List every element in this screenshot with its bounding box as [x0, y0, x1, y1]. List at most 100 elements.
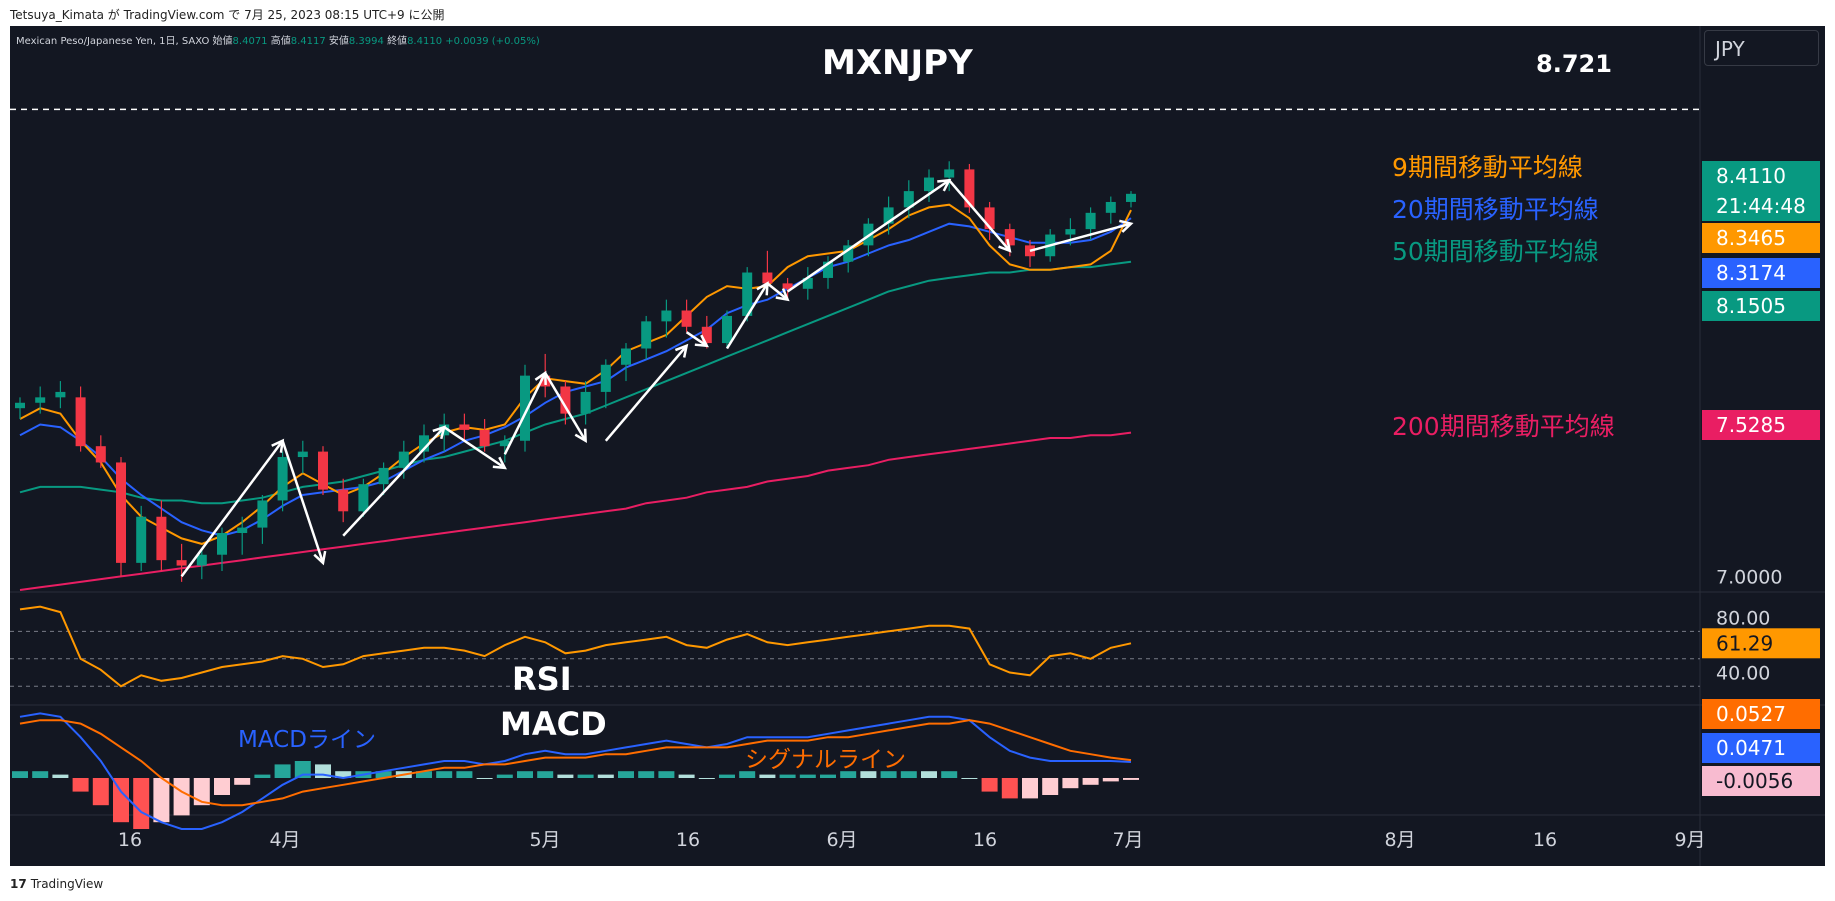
- candle: [419, 435, 429, 452]
- candle: [520, 375, 530, 441]
- macd-histogram-bar: [1123, 778, 1139, 780]
- macd-value-text: -0.0056: [1716, 769, 1793, 793]
- candle: [116, 462, 126, 563]
- chart-title: MXNJPY: [822, 43, 973, 83]
- trend-arrow: [725, 282, 769, 350]
- currency-selector[interactable]: JPY: [1704, 30, 1819, 66]
- trend-arrow-head: [492, 456, 507, 470]
- candle: [1065, 229, 1076, 235]
- time-tick-label: 7月: [1112, 829, 1143, 851]
- candle: [459, 424, 470, 430]
- candle: [358, 484, 369, 512]
- trend-arrow-head: [775, 288, 790, 302]
- candle: [681, 310, 692, 327]
- candle: [55, 391, 66, 398]
- sma50-legend-label: 50期間移動平均線: [1392, 237, 1599, 266]
- candle: [621, 348, 631, 365]
- trend-arrow: [766, 282, 789, 301]
- time-tick-label: 9月: [1674, 829, 1705, 851]
- candle: [903, 191, 914, 208]
- trend-arrow-head: [694, 334, 709, 348]
- rsi-label: RSI: [512, 660, 572, 698]
- macd-histogram-bar: [658, 771, 675, 778]
- macd-histogram-bar: [597, 774, 614, 778]
- macd-histogram-bar: [880, 771, 897, 778]
- macd-histogram-bar: [678, 774, 695, 778]
- price-axis-badge-text: 8.3465: [1716, 226, 1786, 250]
- level-label: 8.721: [1536, 50, 1612, 78]
- macd-histogram-bar: [12, 771, 28, 778]
- trend-arrow: [503, 372, 547, 455]
- candle: [156, 516, 167, 561]
- candle: [217, 533, 227, 555]
- candle: [701, 326, 712, 344]
- candle: [762, 272, 773, 284]
- candle: [802, 277, 813, 289]
- price-axis-badge-text: 8.1505: [1716, 294, 1786, 318]
- trend-arrow: [180, 440, 284, 578]
- price-axis-badge: [1702, 291, 1820, 321]
- rsi-tick-label: 40.00: [1716, 663, 1770, 685]
- time-tick-label: 16: [973, 829, 997, 851]
- macd-histogram-bar: [618, 771, 634, 778]
- trend-arrow-head: [674, 343, 689, 358]
- rsi-line: [19, 605, 1132, 688]
- trend-arrow: [786, 179, 950, 293]
- publish-bar: Tetsuya_Kimata が TradingView.com で 7月 25…: [0, 0, 1835, 26]
- candle: [176, 560, 187, 566]
- macd-histogram-bar: [32, 771, 49, 778]
- trend-arrow: [948, 179, 1011, 252]
- candle: [600, 364, 611, 392]
- macd-histogram-bar: [799, 774, 816, 778]
- tradingview-brand[interactable]: 17 TradingView: [10, 877, 103, 891]
- sma200-legend-label: 200期間移動平均線: [1392, 412, 1615, 441]
- candle: [499, 440, 510, 447]
- candle: [1126, 193, 1136, 202]
- tradingview-logo-icon: 17: [10, 877, 27, 891]
- macd-histogram-bar: [921, 771, 937, 778]
- macd-histogram-bar: [517, 771, 533, 778]
- price-axis-badge: [1702, 161, 1820, 191]
- brand-name: TradingView: [30, 877, 104, 891]
- price-axis-badge: [1702, 191, 1820, 221]
- trend-arrow: [1029, 222, 1132, 253]
- rsi-tick-label: 80.00: [1716, 608, 1770, 630]
- macd-histogram-bar: [537, 771, 554, 778]
- candle: [782, 283, 793, 289]
- trend-arrow: [443, 426, 506, 469]
- candle: [338, 489, 349, 512]
- candle: [843, 245, 854, 262]
- macd-histogram-bar: [638, 771, 655, 778]
- sma200-line: [19, 431, 1132, 591]
- trend-arrow: [544, 372, 587, 442]
- trend-arrow-head: [998, 238, 1012, 253]
- macd-histogram-bar: [698, 778, 715, 779]
- candle: [722, 315, 732, 344]
- macd-value-badge: [1702, 766, 1820, 796]
- trend-arrow: [604, 344, 688, 442]
- macd-histogram-bar: [375, 771, 392, 778]
- candle: [257, 500, 268, 528]
- macd-histogram-bar: [92, 778, 109, 806]
- sma50-line: [19, 260, 1132, 505]
- macd-value-text: 0.0527: [1716, 702, 1786, 726]
- trend-arrow-head: [1119, 219, 1134, 233]
- time-tick-label: 5月: [529, 829, 560, 851]
- candle: [1085, 212, 1096, 230]
- candle: [277, 457, 288, 501]
- price-axis-badge: [1702, 223, 1820, 253]
- macd-line: [19, 712, 1132, 830]
- macd-value-badge: [1702, 733, 1820, 763]
- macd-histogram-bar: [941, 771, 958, 778]
- ohlc-legend: Mexican Peso/Japanese Yen, 1日, SAXO 始値8.…: [16, 34, 540, 47]
- candle: [196, 554, 207, 566]
- rsi-value-text: 61.29: [1716, 631, 1773, 655]
- time-tick-label: 6月: [826, 829, 857, 851]
- macd-histogram-bar: [72, 778, 89, 792]
- macd-histogram-bar: [254, 774, 271, 778]
- price-axis-badge-text: 8.4110: [1716, 164, 1786, 188]
- candle: [378, 467, 389, 485]
- macd-histogram-bar: [557, 774, 574, 778]
- macd-histogram-bar: [719, 774, 735, 778]
